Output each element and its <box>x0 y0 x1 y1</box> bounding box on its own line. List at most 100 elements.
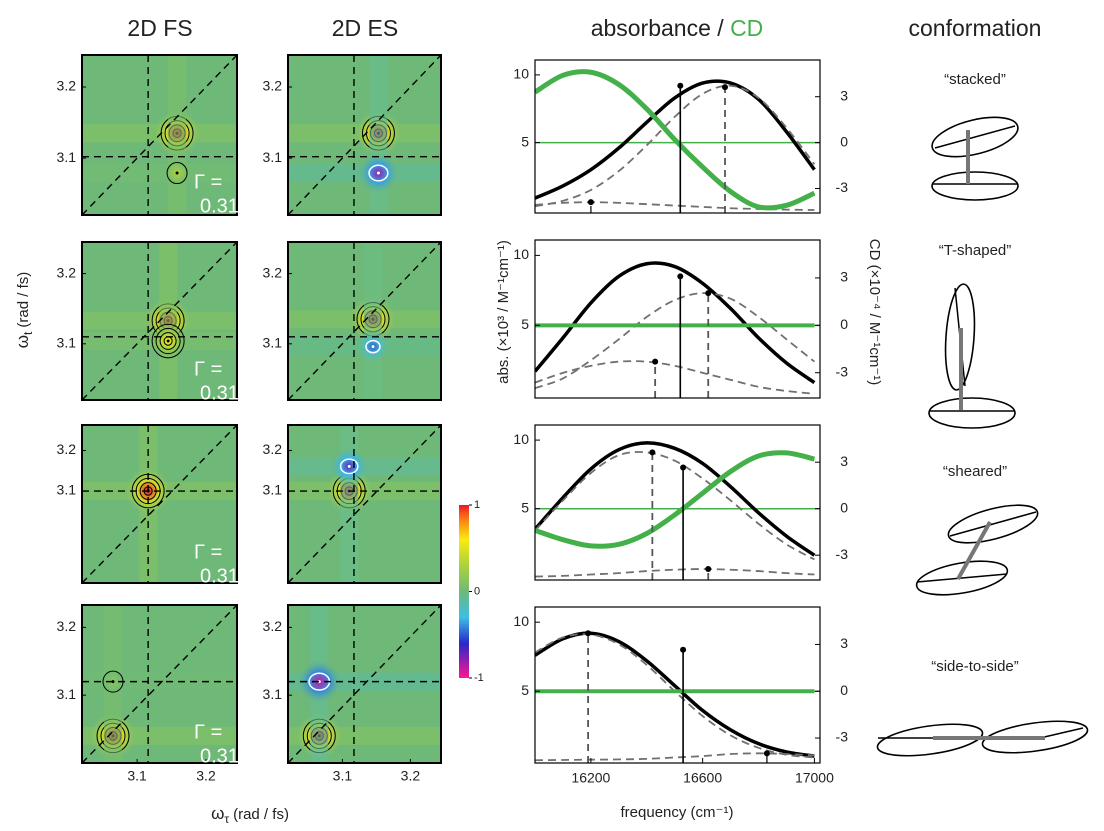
stick-head <box>677 82 684 89</box>
stick-head <box>680 646 687 653</box>
chromophore <box>876 723 984 757</box>
stick-head <box>763 750 770 757</box>
y-tick-label: 3.2 <box>263 618 283 634</box>
header: 2D ES <box>332 15 398 41</box>
peak-band <box>364 242 382 400</box>
transition-dipole <box>934 125 1016 149</box>
frequency-label: frequency (cm⁻¹) <box>621 804 734 821</box>
y-tick-label: 3.2 <box>57 441 77 457</box>
stick-head <box>677 273 684 280</box>
peak-center <box>317 680 321 684</box>
colorbar-tick-label: 1 <box>474 499 480 511</box>
map-frame <box>287 604 442 764</box>
y2-tick-label: -3 <box>836 546 849 562</box>
transition-dipole <box>916 573 1008 583</box>
y2-tick-label: 0 <box>840 133 848 149</box>
gamma-label: Γ = <box>194 171 222 193</box>
stick-head <box>680 464 687 471</box>
diagonal <box>288 425 441 583</box>
spectrum-panel <box>535 60 820 213</box>
separation <box>956 521 992 580</box>
spectrum-panel <box>535 425 820 580</box>
contour <box>368 164 389 182</box>
y-tick-label: 3.2 <box>57 78 77 94</box>
contour <box>155 327 181 355</box>
absorbance-line <box>535 292 815 390</box>
subscript: τ <box>224 812 229 826</box>
absorbance-line <box>535 631 815 758</box>
peak-center <box>347 464 351 468</box>
y-tick-label: 5 <box>521 133 529 149</box>
x-tick-label: 16600 <box>683 770 722 786</box>
x-tick-label: 3.2 <box>196 768 216 784</box>
x-axis-label: ωτ (rad / fs) <box>211 804 289 826</box>
peak-band <box>159 242 178 400</box>
map-panel <box>82 425 237 583</box>
x-tick-label: 17000 <box>795 770 834 786</box>
colorbar <box>459 505 469 678</box>
conformation-label: “sheared” <box>943 463 1007 480</box>
y2-tick-label: -3 <box>836 179 849 195</box>
cd-line <box>535 69 816 211</box>
diagonal <box>82 242 237 400</box>
y2-tick-label: 0 <box>840 682 848 698</box>
abs-axis-label: abs. (×10³ / M⁻¹cm⁻¹) <box>495 240 512 384</box>
contour <box>339 458 359 475</box>
x-tick-label: 3.1 <box>333 768 353 784</box>
map-frame <box>81 604 238 764</box>
peak-band <box>168 55 187 215</box>
unit: (rad / fs) <box>15 272 32 328</box>
map-frame <box>287 54 442 216</box>
peak-center <box>376 171 380 175</box>
peak-band <box>82 164 237 183</box>
stick-head <box>705 290 712 297</box>
stick-head <box>652 358 659 365</box>
y-tick-label: 3.2 <box>57 264 77 280</box>
map-frame <box>81 241 238 401</box>
chromophore <box>915 560 1009 596</box>
conformation-label: “T-shaped” <box>939 242 1012 259</box>
conformation-stacked: “stacked” <box>931 71 1019 201</box>
colorbar-tick-label: -1 <box>474 672 484 684</box>
subscript: t <box>21 331 35 335</box>
diagonal <box>82 55 237 215</box>
y2-tick-label: -3 <box>836 729 849 745</box>
diagonal <box>288 55 441 215</box>
y-tick-label: 10 <box>513 431 529 447</box>
diagonal <box>82 425 237 583</box>
conformation-label: “stacked” <box>944 71 1006 88</box>
chromophore <box>944 283 976 391</box>
map-panel <box>82 605 237 763</box>
plot-frame <box>534 59 821 214</box>
conformation-side-to-side: “side-to-side” <box>876 658 1089 757</box>
stick-head <box>585 630 592 637</box>
absorbance-line <box>535 451 815 561</box>
peak-center <box>371 345 375 349</box>
map-panel <box>288 605 441 763</box>
map-frame <box>81 424 238 584</box>
map-frame <box>287 241 442 401</box>
contour <box>159 332 177 350</box>
stick-head <box>649 449 656 456</box>
spectrum-panel <box>535 240 820 398</box>
plot-frame <box>534 239 821 399</box>
y2-tick-label: 0 <box>840 316 848 332</box>
map-panel <box>288 242 441 400</box>
cd-line <box>535 450 816 549</box>
transition-dipole <box>949 511 1037 537</box>
chromophore <box>981 720 1089 754</box>
chromophore <box>947 504 1039 544</box>
conformation-sheared: “sheared” <box>915 463 1039 596</box>
cd-axis-label: CD (×10⁻⁴ / M⁻¹cm⁻¹) <box>866 239 883 385</box>
unit: (rad / fs) <box>233 806 289 823</box>
stick-head <box>705 566 712 573</box>
y-tick-label: 3.1 <box>263 686 283 702</box>
y-tick-label: 3.1 <box>57 149 77 165</box>
absorbance-line <box>535 441 816 557</box>
header: absorbance / CD <box>591 15 764 41</box>
x-tick-label: 3.1 <box>127 768 147 784</box>
diagonal <box>288 242 441 400</box>
y2-tick-label: 0 <box>840 499 848 515</box>
header: 2D FS <box>127 15 192 41</box>
diagonal <box>288 605 441 763</box>
